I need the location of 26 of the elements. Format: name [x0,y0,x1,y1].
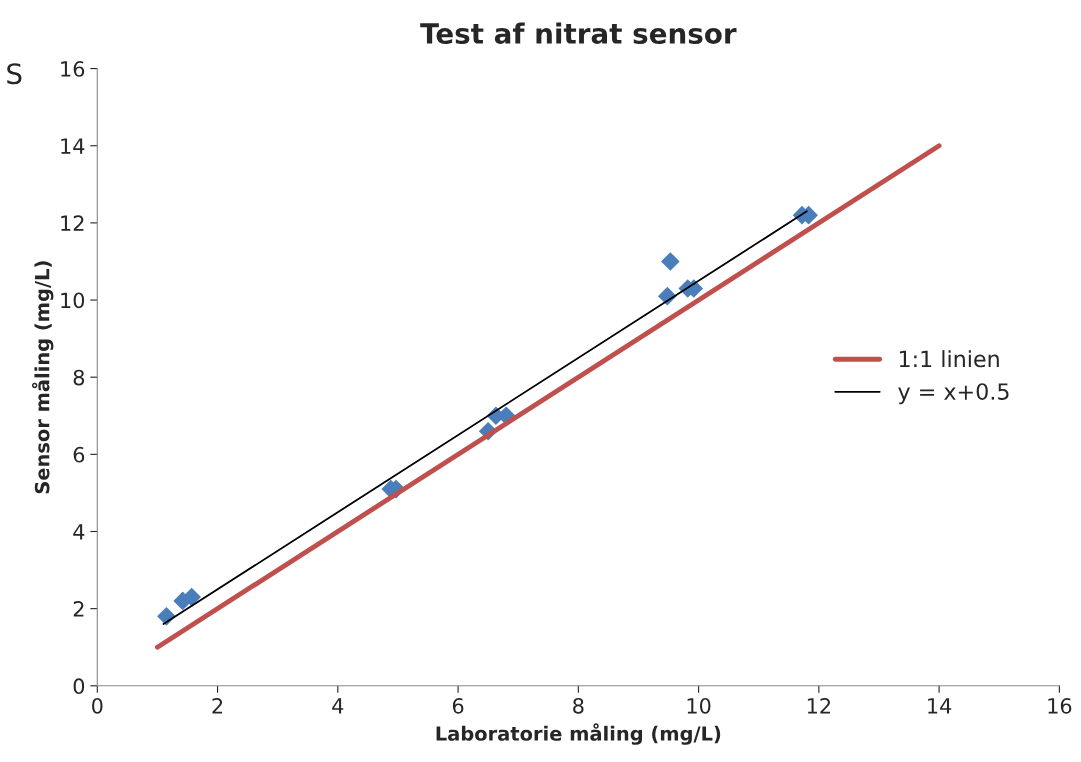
legend-label: y = x+0.5 [898,383,1009,405]
point [182,587,202,607]
y-tick-label: 2 [73,601,84,617]
x-tick-label: 12 [807,697,831,714]
x-tick-label: 0 [92,697,103,714]
point [661,252,680,271]
x-axis-title: Laboratorie måling (mg/L) [436,723,721,745]
y-tick-label: 4 [73,524,85,540]
x-tick-label: 2 [212,697,223,714]
y-tick-label: 10 [61,292,85,309]
y-tick-label: 0 [73,678,85,695]
x-tick-label: 8 [573,697,584,714]
y-tick-label: 14 [61,138,85,154]
x-tick-label: 16 [1048,697,1072,714]
y-axis-title: Sensor måling (mg/L) [31,261,54,494]
x-tick-label: 14 [928,698,952,714]
chart-title: Test af nitrat sensor [420,22,737,44]
y-tick-label: 16 [61,61,85,77]
y-tick-label: 8 [73,369,85,386]
x-tick-label: 4 [332,698,344,714]
x-tick-label: 10 [687,697,711,714]
text: S [7,63,22,85]
y-tick-label: 12 [61,215,84,231]
legend-label: 1:1 linien [899,350,999,368]
x-tick-label: 6 [452,697,464,714]
y-tick-label: 6 [73,446,85,463]
